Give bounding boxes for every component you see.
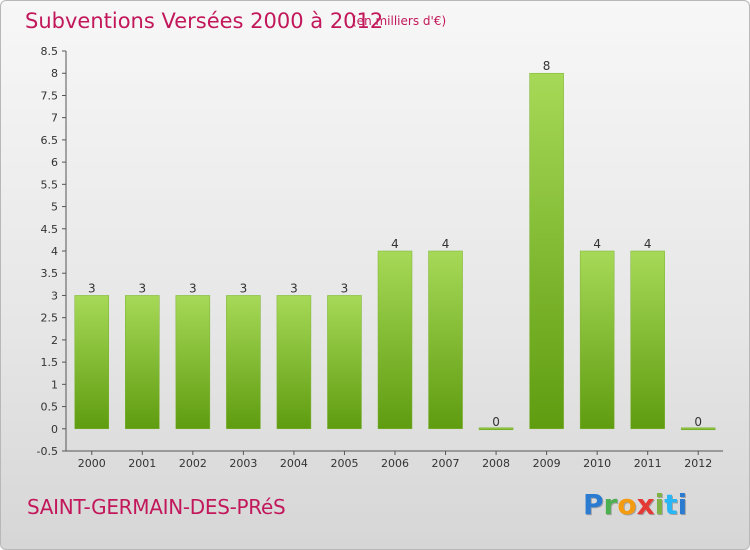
chart-title: Subventions Versées 2000 à 2012 xyxy=(25,9,384,33)
logo-letter: x xyxy=(636,488,655,521)
chart-unit: (en milliers d'€) xyxy=(352,14,447,28)
data-label-2008: 0 xyxy=(492,415,500,429)
bar-2003[interactable] xyxy=(226,295,261,430)
y-tick-label: 4 xyxy=(51,245,58,258)
bar-2011[interactable] xyxy=(630,250,665,430)
x-tick-label-2005: 2005 xyxy=(330,457,358,470)
bar-2009[interactable] xyxy=(529,72,564,430)
x-tick-label-2000: 2000 xyxy=(78,457,106,470)
y-tick-label: 7 xyxy=(51,112,58,125)
x-tick-label-2007: 2007 xyxy=(432,457,460,470)
logo-letter: o xyxy=(617,488,637,521)
y-tick-label: 8.5 xyxy=(41,45,59,58)
bar-2000[interactable] xyxy=(74,295,110,430)
proxiti-logo[interactable]: Proxiti xyxy=(583,488,687,521)
logo-letter: P xyxy=(583,488,604,521)
y-tick-label: 6.5 xyxy=(41,134,59,147)
y-tick-label: 7.5 xyxy=(41,89,59,102)
data-label-2003: 3 xyxy=(240,281,248,295)
data-label-2010: 4 xyxy=(593,237,601,251)
data-label-2012: 0 xyxy=(694,415,702,429)
logo-letter: i xyxy=(677,488,688,521)
y-tick-label: 3.5 xyxy=(41,267,59,280)
data-label-2000: 3 xyxy=(88,281,96,295)
bar-2004[interactable] xyxy=(276,295,312,430)
y-tick-label: 2 xyxy=(51,334,58,347)
x-tick-label-2010: 2010 xyxy=(583,457,611,470)
data-label-2009: 8 xyxy=(543,59,551,73)
x-tick-label-2012: 2012 xyxy=(684,457,712,470)
y-tick-label: 1.5 xyxy=(41,356,59,369)
y-tick-label: 0.5 xyxy=(41,401,59,414)
x-tick-label-2006: 2006 xyxy=(381,457,409,470)
x-tick-label-2001: 2001 xyxy=(128,457,156,470)
data-label-2011: 4 xyxy=(644,237,652,251)
data-label-2005: 3 xyxy=(341,281,349,295)
logo-letter: r xyxy=(603,488,618,521)
bar-2008[interactable] xyxy=(478,427,514,431)
bar-2001[interactable] xyxy=(125,295,160,430)
bar-2010[interactable] xyxy=(579,250,615,430)
bar-2007[interactable] xyxy=(428,250,463,430)
y-tick-label: 5.5 xyxy=(41,178,59,191)
y-tick-label: 2.5 xyxy=(41,312,59,325)
data-label-2007: 4 xyxy=(442,237,450,251)
data-label-2004: 3 xyxy=(290,281,298,295)
x-tick-label-2008: 2008 xyxy=(482,457,510,470)
x-tick-label-2011: 2011 xyxy=(634,457,662,470)
bar-2002[interactable] xyxy=(175,295,211,430)
bar-2005[interactable] xyxy=(327,295,362,430)
y-tick-label: 1 xyxy=(51,378,58,391)
logo-letter: i xyxy=(654,488,665,521)
y-tick-label: 8 xyxy=(51,67,58,80)
y-tick-label: 5 xyxy=(51,201,58,214)
data-label-2002: 3 xyxy=(189,281,197,295)
bar-2006[interactable] xyxy=(377,250,413,430)
bar-2012[interactable] xyxy=(680,427,716,431)
y-tick-label: -0.5 xyxy=(37,445,58,458)
y-tick-label: 0 xyxy=(51,423,58,436)
data-label-2006: 4 xyxy=(391,237,399,251)
y-tick-label: 6 xyxy=(51,156,58,169)
data-label-2001: 3 xyxy=(138,281,146,295)
x-tick-label-2004: 2004 xyxy=(280,457,308,470)
x-tick-label-2002: 2002 xyxy=(179,457,207,470)
y-tick-label: 4.5 xyxy=(41,223,59,236)
y-tick-label: 3 xyxy=(51,289,58,302)
x-tick-label-2003: 2003 xyxy=(229,457,257,470)
commune-name: SAINT-GERMAIN-DES-PRéS xyxy=(27,495,286,519)
x-tick-label-2009: 2009 xyxy=(533,457,561,470)
logo-letter: t xyxy=(664,488,678,521)
